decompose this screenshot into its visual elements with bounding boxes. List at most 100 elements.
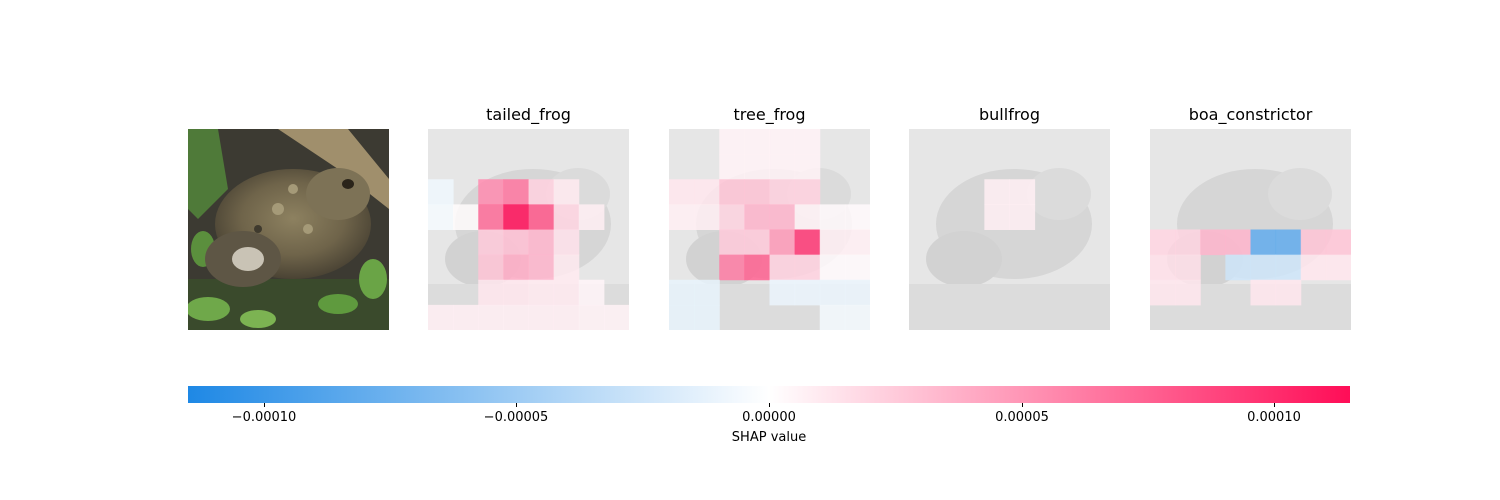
colorbar-tick-label: −0.00005 xyxy=(483,410,549,425)
shap-cell-6-1 xyxy=(694,279,720,306)
colorbar-tick-label: 0.00000 xyxy=(742,410,796,425)
colorbar-tick xyxy=(1022,403,1023,407)
shap-cell-4-4 xyxy=(769,229,796,256)
shap-cell-2-0 xyxy=(428,179,454,205)
shap-cell-2-4 xyxy=(528,179,555,205)
shap-cell-4-5 xyxy=(1275,229,1302,256)
shap-heatmap-bullfrog xyxy=(909,129,1110,330)
grey-shape-2 xyxy=(1268,168,1332,220)
grey-shape-3 xyxy=(926,231,1002,287)
shap-cell-5-0 xyxy=(1150,254,1176,281)
panel-title-boa-constrictor: boa_constrictor xyxy=(1188,105,1313,124)
shap-cell-5-7 xyxy=(844,254,870,281)
shap-cell-3-3 xyxy=(503,204,530,231)
shap-cell-4-1 xyxy=(1175,229,1201,256)
shap-cell-2-1 xyxy=(694,179,720,205)
shap-cell-0-4 xyxy=(769,129,796,155)
colorbar-tick-label: 0.00010 xyxy=(1247,410,1301,425)
shap-cell-3-0 xyxy=(428,204,454,231)
shap-cell-3-7 xyxy=(844,204,870,231)
shap-cell-2-3 xyxy=(503,179,530,205)
shap-cell-2-5 xyxy=(553,179,580,205)
shap-cell-4-5 xyxy=(553,229,580,256)
shap-cell-7-7 xyxy=(603,304,629,330)
shap-cell-6-4 xyxy=(1250,279,1277,306)
colorbar-tick xyxy=(769,403,770,407)
shap-heatmap-tree-frog xyxy=(669,129,870,330)
shap-cell-4-3 xyxy=(1225,229,1252,256)
shap-heatmap-boa-constrictor xyxy=(1150,129,1351,330)
shap-cell-6-0 xyxy=(669,279,695,306)
shap-cell-2-2 xyxy=(478,179,504,205)
shap-cell-4-4 xyxy=(1250,229,1277,256)
shap-cell-6-6 xyxy=(578,279,605,306)
colorbar-tick xyxy=(264,403,265,407)
shap-cell-7-1 xyxy=(453,304,479,330)
shap-cell-3-3 xyxy=(984,204,1011,231)
shap-cell-4-2 xyxy=(478,229,504,256)
panel-title-tailed-frog: tailed_frog xyxy=(486,105,571,124)
shap-cell-4-4 xyxy=(528,229,555,256)
shap-cell-6-2 xyxy=(478,279,504,306)
shap-cell-3-3 xyxy=(744,204,771,231)
shap-cell-6-4 xyxy=(528,279,555,306)
shap-cell-7-5 xyxy=(553,304,580,330)
colorbar-label: SHAP value xyxy=(731,430,807,445)
shap-cell-0-5 xyxy=(794,129,821,155)
shap-cell-4-5 xyxy=(794,229,821,256)
shap-panel-bullfrog xyxy=(909,129,1110,330)
shap-cell-1-4 xyxy=(769,154,796,180)
shap-cell-1-5 xyxy=(794,154,821,180)
shap-cell-6-1 xyxy=(1175,279,1201,306)
panel-title-tree-frog: tree_frog xyxy=(733,105,806,124)
colorbar xyxy=(188,386,1350,403)
colorbar-tick-label: 0.00005 xyxy=(995,410,1049,425)
shap-cell-4-3 xyxy=(744,229,771,256)
shap-cell-7-0 xyxy=(428,304,454,330)
colorbar-tick-label: −0.00010 xyxy=(231,410,297,425)
shap-cell-4-7 xyxy=(844,229,870,256)
shap-panel-tailed-frog xyxy=(428,129,629,330)
shap-cell-2-3 xyxy=(744,179,771,205)
shap-heatmap-tailed-frog xyxy=(428,129,629,330)
grey-shape-4 xyxy=(909,284,1110,330)
shap-cell-3-4 xyxy=(1009,204,1036,231)
shap-cell-5-6 xyxy=(1300,254,1327,281)
shap-cell-3-5 xyxy=(553,204,580,231)
shap-cell-6-7 xyxy=(844,279,870,306)
shap-cell-4-7 xyxy=(1325,229,1351,256)
shap-cell-0-2 xyxy=(719,129,745,155)
shap-cell-6-5 xyxy=(553,279,580,306)
shap-cell-3-1 xyxy=(694,204,720,231)
shap-cell-7-4 xyxy=(528,304,555,330)
original-image xyxy=(188,129,389,330)
shap-cell-4-3 xyxy=(503,229,530,256)
shap-cell-5-2 xyxy=(478,254,504,281)
shap-cell-3-4 xyxy=(769,204,796,231)
grey-shape-2 xyxy=(1027,168,1091,220)
shap-cell-3-6 xyxy=(578,204,605,231)
shap-cell-6-3 xyxy=(503,279,530,306)
shap-panel-boa-constrictor xyxy=(1150,129,1351,330)
shap-cell-3-6 xyxy=(819,204,846,231)
shap-cell-6-6 xyxy=(819,279,846,306)
shap-cell-7-2 xyxy=(478,304,504,330)
shap-cell-2-4 xyxy=(1009,179,1036,205)
shap-cell-6-0 xyxy=(1150,279,1176,306)
shap-cell-4-2 xyxy=(719,229,745,256)
shap-cell-7-6 xyxy=(578,304,605,330)
shap-cell-6-5 xyxy=(794,279,821,306)
shap-cell-0-3 xyxy=(744,129,771,155)
panel-title-bullfrog: bullfrog xyxy=(979,105,1040,124)
shap-cell-5-2 xyxy=(719,254,745,281)
shap-cell-5-5 xyxy=(1275,254,1302,281)
shap-cell-5-4 xyxy=(528,254,555,281)
shap-cell-5-3 xyxy=(1225,254,1252,281)
colorbar-tick xyxy=(516,403,517,407)
shap-cell-7-3 xyxy=(503,304,530,330)
shap-cell-4-2 xyxy=(1200,229,1226,256)
frog-photo xyxy=(188,129,389,330)
colorbar-tick xyxy=(1274,403,1275,407)
shap-cell-5-5 xyxy=(553,254,580,281)
shap-cell-7-7 xyxy=(844,304,870,330)
